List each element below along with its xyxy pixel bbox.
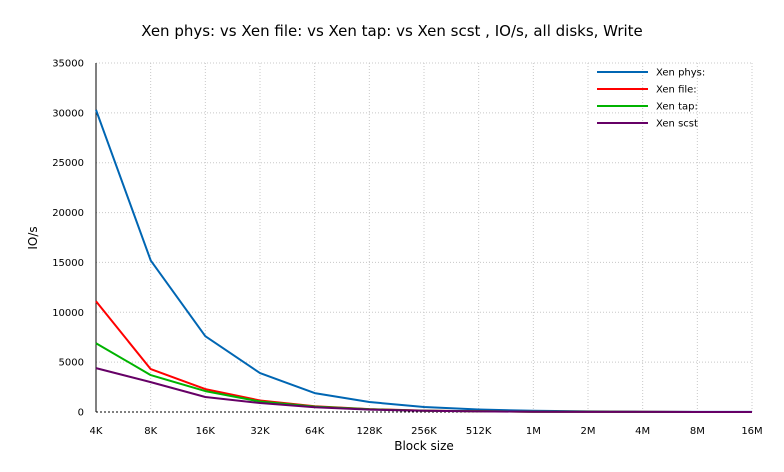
y-tick-label: 20000 bbox=[52, 208, 84, 219]
x-tick-label: 4M bbox=[635, 426, 650, 437]
y-tick-label: 25000 bbox=[52, 158, 84, 169]
series-line bbox=[95, 300, 752, 413]
x-tick-label: 4K bbox=[90, 426, 103, 437]
x-tick-label: 16K bbox=[196, 426, 216, 437]
y-tick-label: 10000 bbox=[52, 308, 84, 319]
x-tick-label: 8M bbox=[690, 426, 705, 437]
y-tick-label: 15000 bbox=[52, 258, 84, 269]
x-tick-label: 64K bbox=[305, 426, 325, 437]
x-tick-label: 1M bbox=[526, 426, 541, 437]
x-tick-label: 128K bbox=[357, 426, 383, 437]
x-axis-label: Block size bbox=[394, 439, 454, 453]
series-line bbox=[95, 342, 752, 413]
legend-label: Xen tap: bbox=[656, 102, 698, 113]
x-tick-label: 256K bbox=[411, 426, 437, 437]
series-lines bbox=[95, 109, 752, 413]
legend: Xen phys: Xen file: Xen tap: Xen scst bbox=[597, 68, 705, 130]
y-tick-label: 30000 bbox=[52, 108, 84, 119]
legend-label: Xen scst bbox=[656, 119, 698, 130]
y-tick-label: 35000 bbox=[52, 59, 84, 70]
y-tick-label: 0 bbox=[78, 408, 84, 419]
y-axis-label: IO/s bbox=[26, 226, 40, 249]
legend-label: Xen file: bbox=[656, 85, 697, 96]
axes: 0 5000 10000 15000 20000 25000 30000 35000 4K 8K 1… bbox=[52, 59, 762, 438]
x-tick-label: 32K bbox=[250, 426, 270, 437]
x-tick-label: 2M bbox=[581, 426, 596, 437]
grid bbox=[96, 62, 753, 412]
series-line bbox=[95, 367, 752, 413]
y-tick-label: 5000 bbox=[59, 358, 84, 369]
chart-title: Xen phys: vs Xen file: vs Xen tap: vs Xe… bbox=[141, 22, 643, 40]
x-tick-label: 8K bbox=[144, 426, 157, 437]
x-tick-label: 512K bbox=[466, 426, 492, 437]
legend-label: Xen phys: bbox=[656, 68, 705, 79]
x-tick-label: 16M bbox=[741, 426, 762, 437]
